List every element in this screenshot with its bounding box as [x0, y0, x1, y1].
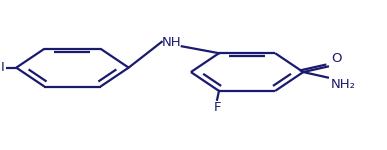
Text: NH: NH [161, 36, 181, 49]
Text: F: F [213, 101, 221, 114]
Text: NH₂: NH₂ [331, 78, 356, 91]
Text: O: O [332, 52, 342, 65]
Text: I: I [1, 61, 5, 74]
